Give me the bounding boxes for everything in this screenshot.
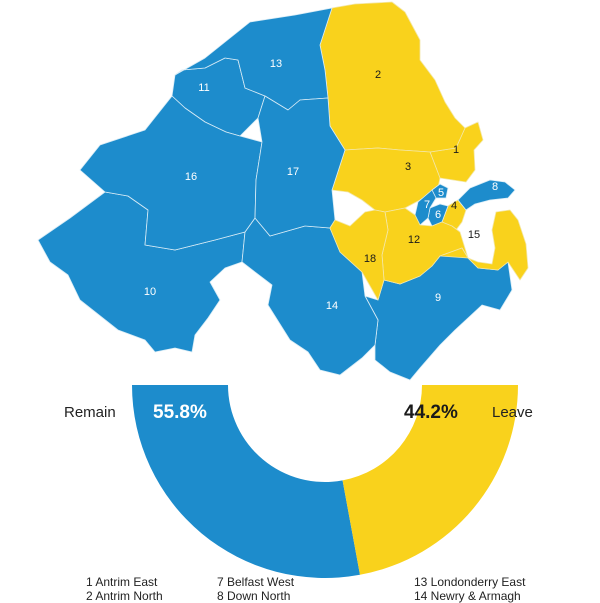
region-number-label: 17 xyxy=(287,166,299,178)
legend-item: 8 Down North xyxy=(217,589,291,603)
region-number-label: 2 xyxy=(375,69,381,81)
result-half-donut xyxy=(132,385,518,578)
region-number-label: 5 xyxy=(438,187,444,199)
constituency-region-18 xyxy=(329,209,389,301)
region-number-label: 1 xyxy=(453,144,459,156)
constituency-region-7 xyxy=(414,189,437,226)
donut-slice-remain xyxy=(132,385,360,578)
legend-column-1: 1 Antrim East 2 Antrim North xyxy=(86,575,163,603)
leave-percentage: 44.2% xyxy=(404,402,458,423)
region-number-label: 9 xyxy=(435,292,441,304)
region-number-label: 18 xyxy=(364,253,376,265)
constituency-region-15 xyxy=(439,209,529,281)
region-number-label: 10 xyxy=(144,286,156,298)
region-number-label: 4 xyxy=(451,200,457,212)
region-number-label: 13 xyxy=(270,58,282,70)
leave-side-label: Leave xyxy=(492,404,533,421)
region-number-label: 16 xyxy=(185,171,197,183)
remain-side-label: Remain xyxy=(64,404,116,421)
region-number-label: 8 xyxy=(492,181,498,193)
legend-column-3: 13 Londonderry East 14 Newry & Armagh xyxy=(414,575,525,603)
legend-item: 2 Antrim North xyxy=(86,589,163,603)
region-number-label: 3 xyxy=(405,161,411,173)
legend-item: 1 Antrim East xyxy=(86,575,158,589)
constituency-region-8 xyxy=(457,179,516,211)
legend-item: 13 Londonderry East xyxy=(414,575,526,589)
constituency-region-3 xyxy=(331,147,441,213)
legend-column-2: 7 Belfast West 8 Down North xyxy=(217,575,294,603)
region-number-label: 12 xyxy=(408,234,420,246)
legend-item: 7 Belfast West xyxy=(217,575,295,589)
donut-slice-leave xyxy=(342,385,518,575)
constituency-region-17 xyxy=(254,95,346,237)
region-number-label: 15 xyxy=(468,229,480,241)
remain-percentage: 55.8% xyxy=(153,402,207,423)
region-number-label: 6 xyxy=(435,209,441,221)
constituency-region-2 xyxy=(319,1,466,153)
legend-item: 14 Newry & Armagh xyxy=(414,589,521,603)
region-number-label: 14 xyxy=(326,300,338,312)
region-number-label: 7 xyxy=(424,199,430,211)
region-number-label: 11 xyxy=(198,82,209,94)
